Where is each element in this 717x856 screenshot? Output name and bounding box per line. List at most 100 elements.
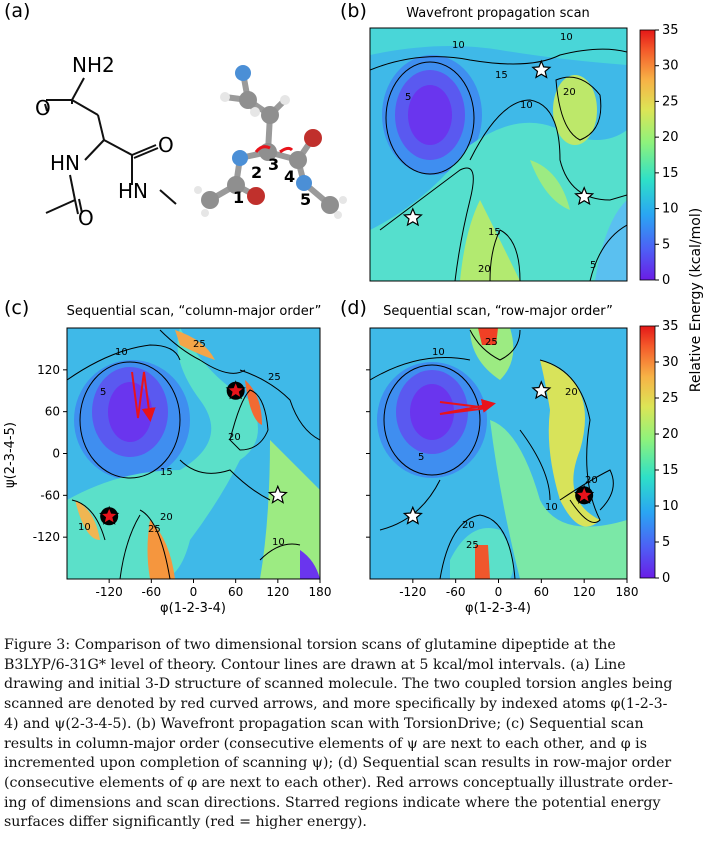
svg-text:20: 20 — [478, 264, 491, 275]
x-tick-label: 60 — [228, 585, 243, 599]
panel-b: (b) Wavefront propagation scan — [340, 0, 628, 282]
panel-d-label: (d) — [340, 297, 367, 319]
contour-labels-b: 5 10 10 15 20 10 15 20 5 — [405, 32, 596, 275]
svg-text:10: 10 — [115, 347, 128, 358]
colorbar-tick-label: 30 — [662, 355, 679, 370]
heatmap-d — [370, 328, 627, 579]
caption-line: B3LYP/6-31G* level of theory. Contour li… — [4, 656, 626, 673]
scan-direction-arrow-d — [439, 399, 496, 415]
caption-line: 4) and ψ(2-3-4-5). (b) Wavefront propaga… — [4, 715, 644, 732]
svg-text:5: 5 — [100, 387, 106, 398]
o-label-1: O — [35, 96, 51, 120]
panel-c-title: Sequential scan, “column-major order” — [67, 304, 322, 319]
colorbar-tick-label: 15 — [662, 166, 679, 181]
svg-text:10: 10 — [78, 522, 91, 533]
xlabel-d: φ(1-2-3-4) — [465, 601, 531, 616]
colorbar-label: Relative Energy (kcal/mol) — [688, 208, 704, 392]
svg-text:20: 20 — [563, 87, 576, 98]
svg-text:5: 5 — [590, 260, 596, 271]
caption-line: drawing and initial 3-D structure of sca… — [4, 676, 673, 693]
svg-text:25: 25 — [193, 339, 206, 350]
atom-label-1: 1 — [233, 188, 244, 207]
colorbar-tick-label: 15 — [662, 463, 679, 478]
nh2-label: NH2 — [72, 53, 115, 77]
colorbar-tick-label: 25 — [662, 94, 679, 109]
caption-line: Figure 3: Comparison of two dimensional … — [4, 637, 616, 653]
panel-b-label: (b) — [340, 0, 367, 22]
panel-c-label: (c) — [4, 297, 29, 319]
panel-d-title: Sequential scan, “row-major order” — [383, 304, 613, 319]
svg-text:20: 20 — [585, 475, 598, 486]
colorbar-tick-label: 0 — [662, 571, 670, 586]
colorbar-tick-label: 10 — [662, 202, 679, 217]
y-tick-label: -60 — [40, 488, 60, 502]
colorbar-tick-label: 0 — [662, 273, 670, 288]
panel-a-label: (a) — [4, 0, 30, 22]
hn-label-2: HN — [118, 179, 148, 203]
svg-text:20: 20 — [160, 512, 173, 523]
svg-text:20: 20 — [228, 432, 241, 443]
colorbar-bottom — [639, 325, 656, 579]
hn-label-1: HN — [50, 151, 80, 175]
caption-line: surfaces differ significantly (red = hig… — [4, 814, 367, 831]
svg-text:15: 15 — [495, 70, 508, 81]
red-star-marker — [225, 380, 246, 400]
x-tick-label: -120 — [96, 585, 123, 599]
white-star-marker — [531, 59, 552, 79]
red-star-marker — [574, 484, 595, 504]
axes-d: -120 -60 0 60 120 180 — [366, 369, 638, 599]
figure-caption: Figure 3: Comparison of two dimensional … — [4, 636, 714, 833]
x-tick-label: 0 — [495, 585, 503, 599]
atom-label-4: 4 — [284, 167, 295, 186]
molecule-3d — [194, 65, 347, 219]
y-tick-label: -120 — [33, 530, 60, 544]
svg-text:15: 15 — [488, 227, 501, 238]
svg-text:10: 10 — [520, 100, 533, 111]
colorbar-tick-label: 30 — [662, 59, 679, 74]
colorbar-tick-label: 25 — [662, 391, 679, 406]
svg-text:10: 10 — [432, 347, 445, 358]
svg-text:20: 20 — [462, 520, 475, 531]
contour-labels-d: 5 10 25 20 20 10 20 25 — [418, 337, 598, 551]
svg-text:10: 10 — [452, 40, 465, 51]
svg-text:20: 20 — [565, 387, 578, 398]
caption-line: scanned are denoted by red curved arrows… — [4, 696, 668, 713]
atom-label-2: 2 — [251, 163, 262, 182]
colorbar-tick-label: 10 — [662, 499, 679, 514]
ylabel-c: ψ(2-3-4-5) — [3, 422, 18, 488]
heatmap-b — [370, 28, 627, 281]
xlabel-c: φ(1-2-3-4) — [160, 601, 226, 616]
scan-direction-arrow-c — [131, 371, 156, 422]
panel-c: (c) Sequential scan, “column-major order… — [4, 297, 322, 580]
x-tick-label: -120 — [399, 585, 426, 599]
white-star-marker — [531, 380, 552, 400]
x-tick-label: 60 — [534, 585, 549, 599]
x-tick-label: 0 — [190, 585, 198, 599]
colorbar-tick-label: 35 — [662, 319, 679, 334]
svg-text:25: 25 — [268, 372, 281, 383]
panel-b-title: Wavefront propagation scan — [406, 6, 590, 21]
svg-text:5: 5 — [418, 452, 424, 463]
white-star-marker — [574, 186, 595, 206]
y-tick-label: 0 — [52, 447, 60, 461]
svg-text:25: 25 — [148, 524, 161, 535]
colorbar-tick-label: 5 — [662, 237, 670, 252]
x-tick-label: 120 — [266, 585, 289, 599]
panel-d: (d) Sequential scan, “row-major order” — [340, 297, 628, 580]
svg-text:10: 10 — [272, 537, 285, 548]
colorbar-tick-label: 20 — [662, 130, 679, 145]
colorbar-tick-label: 5 — [662, 535, 670, 550]
caption-line: ing of dimensions and scan directions. S… — [4, 794, 661, 811]
caption-line: incremented upon completion of scanning … — [4, 755, 672, 772]
o-label-2: O — [158, 133, 174, 157]
svg-text:5: 5 — [405, 92, 411, 103]
colorbar: 0 5 10 15 20 25 30 35 0 5 10 15 20 25 30 35 Relative En… — [639, 23, 704, 586]
caption-line: results in column-major order (consecuti… — [4, 735, 647, 752]
figure: (a) NH2 O HN O HN O — [3, 0, 704, 616]
y-tick-label: 120 — [37, 363, 60, 377]
atom-label-3: 3 — [268, 155, 279, 174]
y-tick-label: 60 — [45, 405, 60, 419]
line-drawing — [44, 77, 177, 215]
axes-c: -120 -60 0 60 120 180 120 60 0 -60 -120 — [33, 363, 332, 599]
x-tick-label: -60 — [142, 585, 162, 599]
